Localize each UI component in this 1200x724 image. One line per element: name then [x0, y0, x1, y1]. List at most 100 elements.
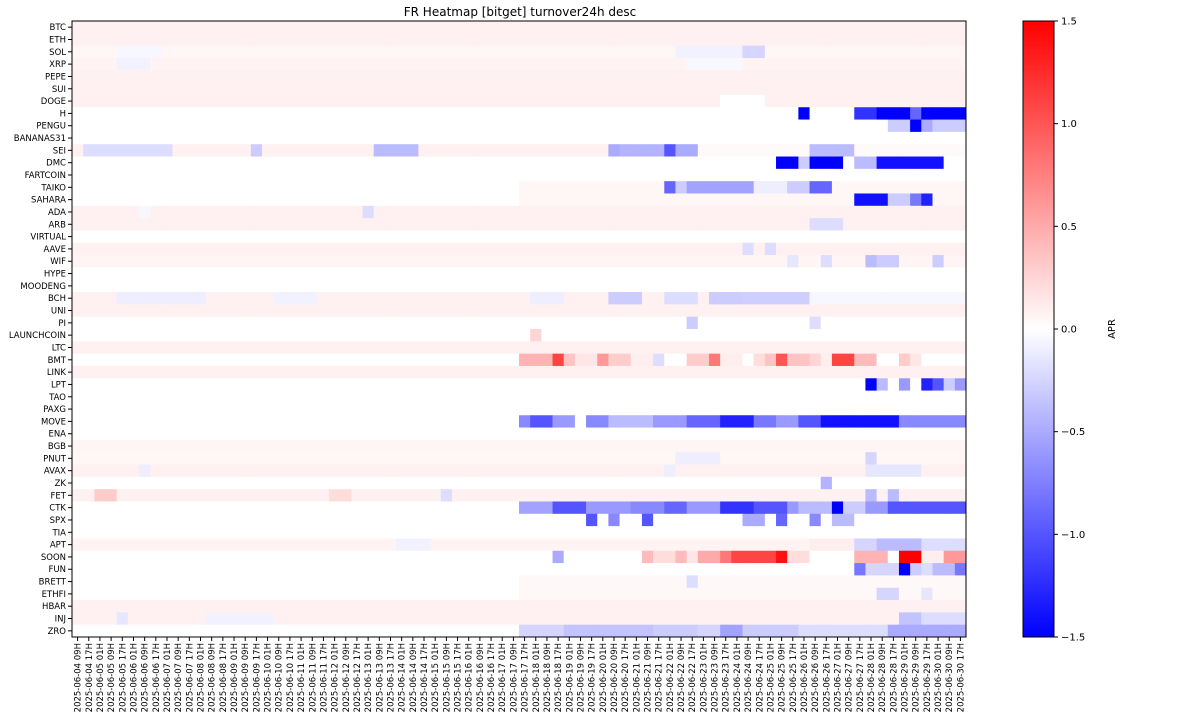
- heatmap-cell: [507, 365, 520, 379]
- heatmap-cell: [485, 218, 498, 231]
- heatmap-cell: [306, 501, 319, 515]
- heatmap-cell: [865, 82, 878, 96]
- heatmap-cell: [932, 587, 945, 601]
- heatmap-cell: [485, 279, 498, 293]
- heatmap-cell: [72, 144, 84, 157]
- heatmap-cell: [697, 304, 710, 318]
- heatmap-cell: [485, 70, 498, 83]
- heatmap-cell: [731, 538, 743, 552]
- heatmap-cell: [250, 378, 263, 391]
- heatmap-cell: [843, 513, 855, 527]
- heatmap-cell: [720, 33, 732, 47]
- heatmap-cell: [764, 402, 777, 416]
- heatmap-cell: [921, 144, 933, 157]
- heatmap-cell: [228, 563, 241, 576]
- heatmap-cell: [172, 489, 185, 502]
- heatmap-cell: [887, 353, 900, 367]
- heatmap-cell: [105, 365, 118, 379]
- heatmap-cell: [206, 316, 218, 330]
- heatmap-cell: [910, 33, 922, 47]
- heatmap-cell: [72, 119, 84, 133]
- heatmap-cell: [708, 501, 721, 515]
- heatmap-cell: [72, 563, 84, 576]
- heatmap-cell: [608, 144, 620, 157]
- heatmap-cell: [239, 144, 252, 157]
- heatmap-cell: [351, 292, 363, 305]
- heatmap-cell: [798, 57, 810, 71]
- heatmap-cell: [496, 415, 509, 428]
- heatmap-cell: [887, 82, 900, 96]
- heatmap-cell: [820, 144, 833, 157]
- heatmap-cell: [764, 57, 777, 71]
- heatmap-cell: [351, 378, 363, 391]
- heatmap-cell: [407, 513, 419, 527]
- heatmap-cell: [407, 94, 419, 108]
- heatmap-cell: [183, 168, 196, 182]
- heatmap-cell: [608, 205, 620, 219]
- heatmap-cell: [194, 612, 207, 626]
- heatmap-cell: [932, 279, 945, 293]
- heatmap-cell: [653, 255, 665, 268]
- heatmap-cell: [720, 513, 732, 527]
- heatmap-cell: [463, 329, 475, 342]
- heatmap-cell: [630, 21, 643, 34]
- heatmap-cell: [250, 94, 263, 108]
- heatmap-cell: [116, 624, 129, 638]
- heatmap-cell: [843, 600, 855, 613]
- heatmap-cell: [943, 316, 956, 330]
- heatmap-cell: [485, 402, 498, 416]
- heatmap-cell: [764, 329, 777, 342]
- x-tick-label: 2025-06-15 17H: [454, 643, 464, 712]
- heatmap-cell: [619, 353, 632, 367]
- y-tick-label: AAVE: [43, 245, 66, 255]
- heatmap-cell: [798, 563, 810, 576]
- heatmap-cell: [273, 353, 285, 367]
- heatmap-cell: [898, 538, 911, 552]
- heatmap-cell: [250, 501, 263, 515]
- heatmap-cell: [273, 513, 285, 527]
- heatmap-cell: [284, 513, 296, 527]
- heatmap-cell: [463, 316, 475, 330]
- heatmap-cell: [586, 255, 598, 268]
- heatmap-cell: [809, 575, 822, 589]
- heatmap-cell: [161, 131, 173, 145]
- heatmap-cell: [831, 538, 844, 552]
- heatmap-cell: [876, 242, 889, 256]
- heatmap-cell: [351, 476, 363, 490]
- heatmap-cell: [284, 119, 296, 133]
- heatmap-cell: [910, 501, 922, 515]
- heatmap-cell: [831, 341, 844, 355]
- heatmap-cell: [384, 230, 397, 244]
- heatmap-cell: [898, 292, 911, 305]
- heatmap-cell: [94, 439, 106, 453]
- heatmap-cell: [742, 45, 755, 59]
- heatmap-cell: [317, 624, 330, 638]
- heatmap-cell: [463, 21, 475, 34]
- heatmap-cell: [865, 624, 878, 638]
- heatmap-cell: [753, 230, 766, 244]
- heatmap-cell: [664, 612, 676, 626]
- heatmap-cell: [150, 538, 162, 552]
- heatmap-cell: [273, 45, 285, 59]
- heatmap-cell: [574, 193, 587, 207]
- heatmap-cell: [653, 181, 665, 194]
- heatmap-cell: [351, 193, 363, 207]
- heatmap-cell: [94, 107, 106, 120]
- heatmap-cell: [72, 464, 84, 478]
- heatmap-cell: [641, 255, 654, 268]
- heatmap-cell: [329, 402, 341, 416]
- heatmap-cell: [284, 587, 296, 601]
- heatmap-cell: [507, 402, 520, 416]
- heatmap-cell: [854, 587, 866, 601]
- heatmap-cell: [630, 82, 643, 96]
- heatmap-cell: [451, 415, 464, 428]
- heatmap-cell: [742, 168, 755, 182]
- heatmap-cell: [776, 390, 788, 404]
- heatmap-cell: [329, 156, 341, 170]
- heatmap-cell: [697, 242, 710, 256]
- heatmap-cell: [586, 45, 598, 59]
- heatmap-cell: [932, 45, 945, 59]
- heatmap-cell: [708, 452, 721, 465]
- heatmap-cell: [619, 464, 632, 478]
- heatmap-cell: [373, 168, 386, 182]
